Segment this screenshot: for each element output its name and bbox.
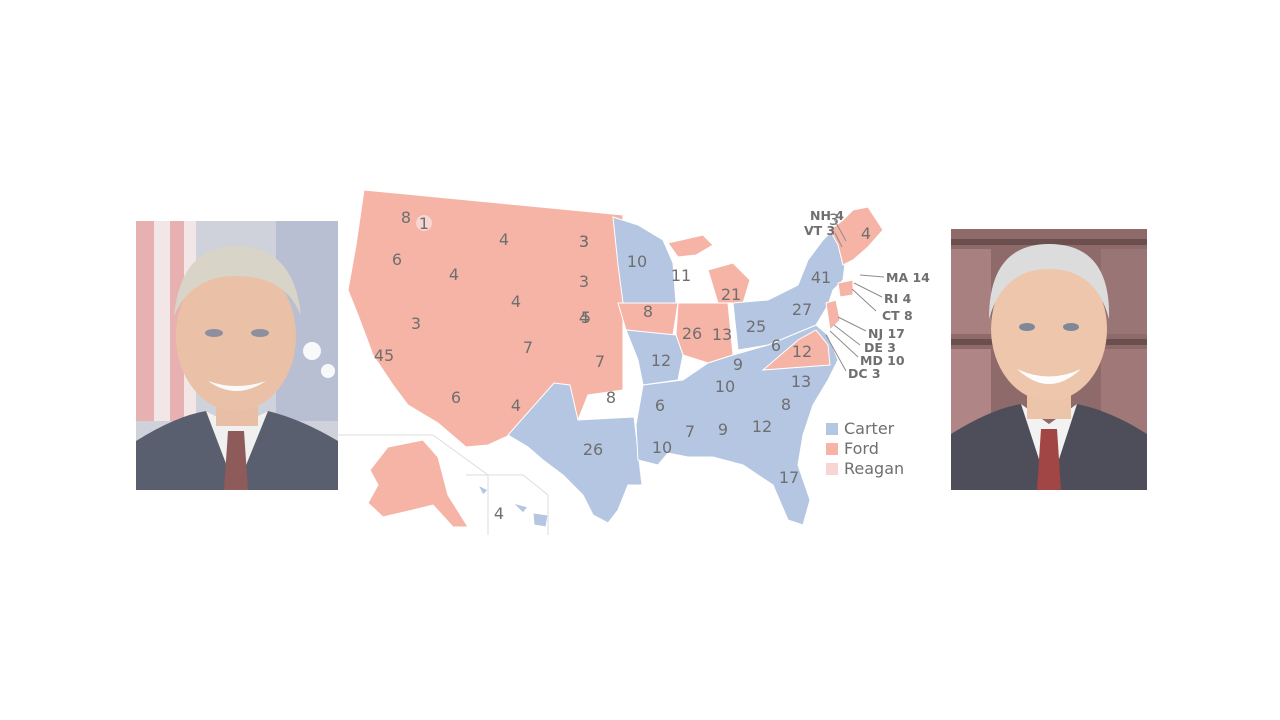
state-label: 11 bbox=[671, 266, 691, 285]
state-label: 45 bbox=[374, 346, 394, 365]
legend-swatch-reagan bbox=[826, 463, 838, 475]
small-state-callout: NJ 17 bbox=[868, 326, 905, 341]
state-label: 12 bbox=[651, 351, 671, 370]
callout-lines bbox=[825, 218, 885, 372]
small-state-callout: DC 3 bbox=[848, 366, 881, 381]
state-label: 6 bbox=[451, 388, 461, 407]
state-connecticut bbox=[837, 279, 854, 298]
state-virginia bbox=[761, 329, 831, 371]
legend-label-ford: Ford bbox=[844, 439, 879, 458]
state-label: 8 bbox=[401, 208, 411, 227]
state-michigan-lower bbox=[707, 262, 751, 304]
state-label: 25 bbox=[746, 317, 766, 336]
state-texas bbox=[507, 382, 643, 524]
state-label: 41 bbox=[811, 268, 831, 287]
state-label: 7 bbox=[595, 352, 605, 371]
legend-swatch-ford bbox=[826, 443, 838, 455]
state-label: 3 bbox=[411, 314, 421, 333]
small-state-callout: MD 10 bbox=[860, 353, 905, 368]
state-label: 12 bbox=[792, 342, 812, 361]
small-state-callout: VT 3 bbox=[804, 223, 835, 238]
state-label: 4 bbox=[861, 224, 871, 243]
state-label: 4 bbox=[579, 308, 589, 327]
region-south bbox=[635, 324, 839, 526]
small-state-callout: RI 4 bbox=[884, 291, 912, 306]
state-label: 26 bbox=[682, 324, 702, 343]
state-label: 10 bbox=[652, 438, 672, 457]
region-new-england-ford bbox=[829, 206, 884, 266]
small-state-callout: CT 8 bbox=[882, 308, 913, 323]
small-state-callout: DE 3 bbox=[864, 340, 896, 355]
state-missouri bbox=[625, 329, 684, 386]
state-label: 6 bbox=[392, 250, 402, 269]
state-label: 10 bbox=[715, 377, 735, 396]
state-label: 13 bbox=[712, 325, 732, 344]
portrait-left-image bbox=[136, 221, 338, 490]
state-label: 4 bbox=[511, 396, 521, 415]
state-label: 3 bbox=[579, 272, 589, 291]
portrait-right-image bbox=[951, 229, 1147, 490]
small-state-callout: MA 14 bbox=[886, 270, 930, 285]
state-label: 3 bbox=[579, 232, 589, 251]
inset-border-hawaii bbox=[466, 474, 549, 535]
state-michigan bbox=[667, 234, 714, 258]
state-label: 21 bbox=[721, 285, 741, 304]
state-label: 8 bbox=[606, 388, 616, 407]
state-label: 12 bbox=[752, 417, 772, 436]
electoral-map: 8 1 6 4 4 3 3 45 4 3 7 6 4 3 4 5 7 8 26 10 8 12 6 10 11 26 13 21 25 9… bbox=[338, 185, 938, 540]
state-label: 9 bbox=[733, 355, 743, 374]
state-label: 6 bbox=[655, 396, 665, 415]
state-label: 3 bbox=[579, 232, 589, 251]
portrait-right bbox=[951, 229, 1147, 490]
state-label: 7 bbox=[685, 422, 695, 441]
state-label: 17 bbox=[779, 468, 799, 487]
state-label: 8 bbox=[781, 395, 791, 414]
state-hawaii bbox=[476, 483, 549, 528]
state-label: 6 bbox=[771, 336, 781, 355]
state-label: 13 bbox=[791, 372, 811, 391]
state-label: 4 bbox=[499, 230, 509, 249]
state-new-jersey bbox=[825, 299, 841, 332]
state-label: 8 bbox=[643, 302, 653, 321]
state-label: 4 bbox=[494, 504, 504, 523]
legend-label-reagan: Reagan bbox=[844, 459, 904, 478]
portrait-left bbox=[136, 221, 338, 490]
state-label: 27 bbox=[792, 300, 812, 319]
state-label: 10 bbox=[627, 252, 647, 271]
state-label: 4 bbox=[449, 265, 459, 284]
inset-border bbox=[338, 434, 489, 535]
state-label: 4 bbox=[511, 292, 521, 311]
legend-label-carter: Carter bbox=[844, 419, 895, 438]
state-label: 1 bbox=[419, 214, 429, 233]
state-alaska bbox=[367, 439, 469, 528]
state-label: 5 bbox=[581, 308, 591, 327]
small-state-callout: NH 4 bbox=[810, 208, 844, 223]
legend-swatch-carter bbox=[826, 423, 838, 435]
state-label: 7 bbox=[523, 338, 533, 357]
state-label: 9 bbox=[718, 420, 728, 439]
reagan-elector-marker bbox=[416, 215, 432, 231]
state-label: 26 bbox=[583, 440, 603, 459]
